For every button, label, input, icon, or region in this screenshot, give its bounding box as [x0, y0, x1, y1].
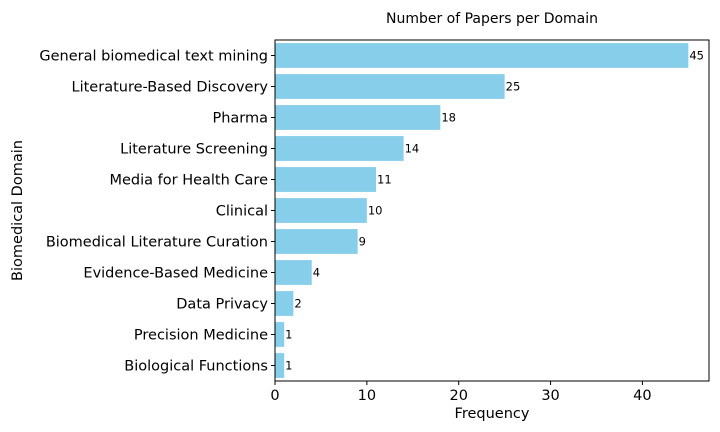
category-label: Biological Functions [124, 359, 268, 375]
category-label: Media for Health Care [109, 173, 268, 189]
data-label: 1 [285, 328, 292, 342]
bar [275, 322, 285, 347]
category-labels: General biomedical text mining Literature… [39, 49, 275, 375]
category-label: Biomedical Literature Curation [46, 235, 268, 251]
data-label: 2 [294, 297, 301, 311]
x-tick-label: 10 [358, 388, 376, 404]
category-label: Literature-Based Discovery [72, 80, 269, 96]
x-tick-label: 30 [541, 388, 559, 404]
bar [275, 105, 441, 130]
bar [275, 353, 285, 378]
bar [275, 136, 404, 161]
data-label: 25 [506, 80, 521, 94]
bar [275, 291, 294, 316]
data-label: 14 [405, 142, 420, 156]
x-tick-label: 20 [449, 388, 467, 404]
bar [275, 260, 312, 285]
category-label: Pharma [212, 111, 268, 127]
category-label: Precision Medicine [134, 328, 268, 344]
bars-group [275, 43, 689, 378]
data-label: 11 [377, 173, 392, 187]
x-axis-label: Frequency [455, 406, 530, 422]
category-label: Evidence-Based Medicine [83, 266, 268, 282]
category-label: Data Privacy [176, 297, 268, 313]
category-label: General biomedical text mining [39, 49, 268, 65]
category-label: Literature Screening [120, 142, 268, 158]
x-tick-label: 40 [633, 388, 651, 404]
data-label: 45 [689, 49, 704, 63]
y-axis-label: Biomedical Domain [10, 140, 26, 281]
data-label: 10 [368, 204, 383, 218]
x-axis-ticks: 0 10 20 30 40 [270, 381, 652, 404]
data-label: 4 [313, 266, 320, 280]
bar [275, 43, 689, 68]
bar [275, 74, 505, 99]
bar [275, 198, 367, 223]
x-tick-label: 0 [270, 388, 279, 404]
data-label: 18 [441, 111, 456, 125]
data-label: 9 [359, 235, 366, 249]
chart-title: Number of Papers per Domain [386, 11, 598, 27]
plot-frame [274, 39, 710, 382]
bar [275, 229, 358, 254]
bar [275, 167, 377, 192]
data-label: 1 [285, 359, 292, 373]
category-label: Clinical [216, 204, 268, 220]
